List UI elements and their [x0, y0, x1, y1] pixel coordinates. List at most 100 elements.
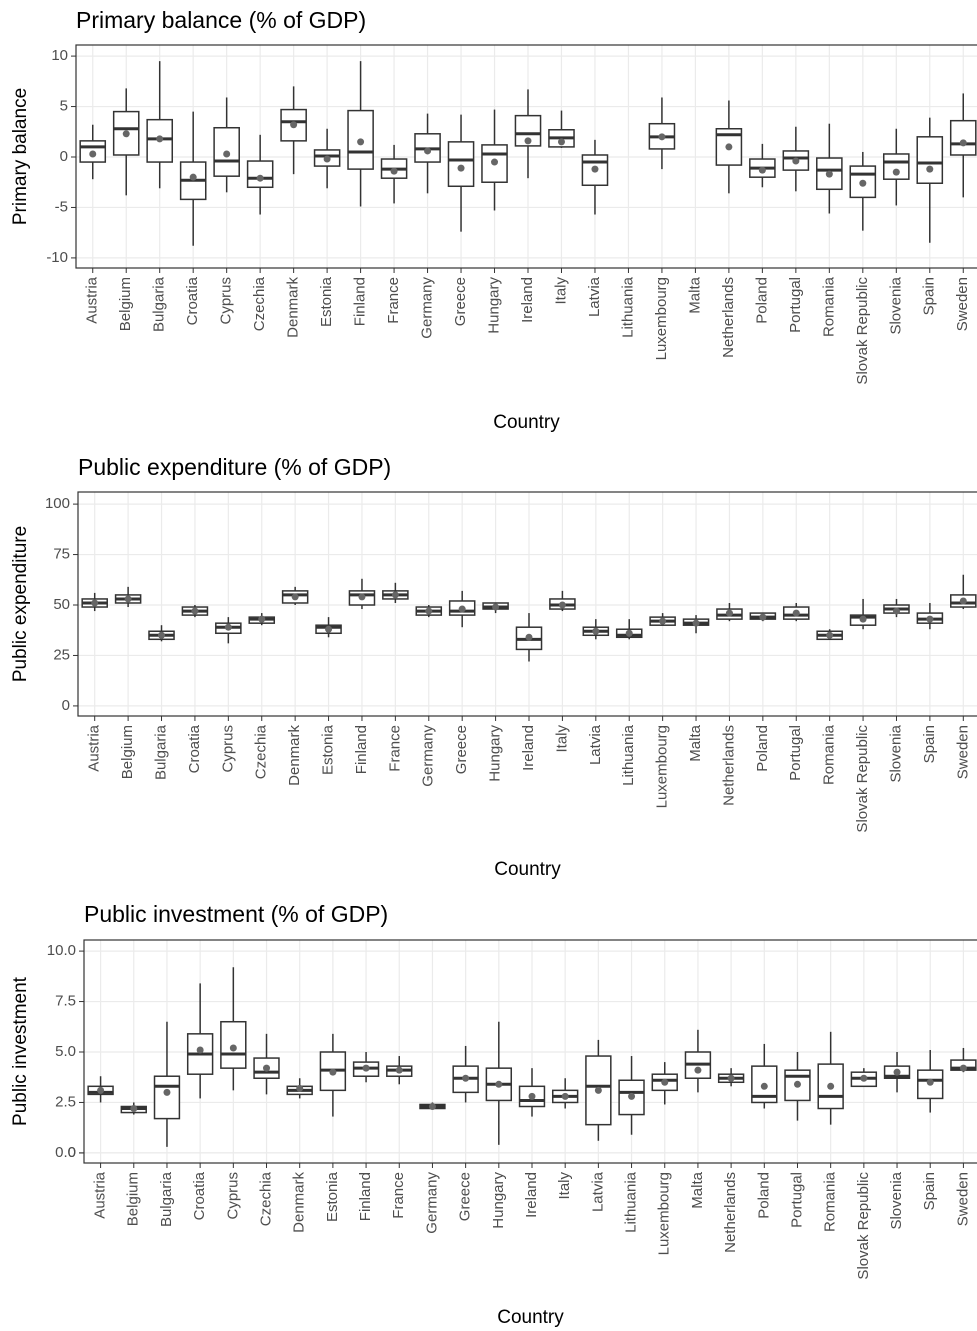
x-tick-label: Latvia [589, 1171, 606, 1212]
x-axis-title: Country [497, 1307, 564, 1328]
mean-point [694, 1066, 702, 1074]
x-tick-label: Estonia [320, 724, 337, 775]
y-tick-label: 5 [60, 98, 68, 115]
mean-point [793, 1080, 801, 1088]
box [153, 1075, 181, 1120]
mean-point [495, 1080, 503, 1088]
x-tick-label: Bulgaria [158, 1171, 175, 1227]
x-tick-label: Cyprus [218, 277, 235, 325]
mean-point [323, 155, 331, 163]
x-tick-label: Romania [821, 724, 838, 785]
y-axis-title: Public expenditure [10, 526, 31, 682]
x-tick-label: Hungary [485, 277, 502, 334]
mean-point [258, 615, 266, 623]
plot-border [83, 939, 977, 1164]
x-tick-label: Lithuania [620, 724, 637, 786]
x-tick-label: Italy [552, 277, 569, 305]
mean-point [122, 130, 130, 138]
mean-point [428, 1102, 436, 1110]
x-tick-label: Netherlands [720, 725, 737, 806]
x-tick-label: Estonia [324, 1171, 341, 1222]
mean-point [591, 165, 599, 173]
mean-point [492, 603, 500, 611]
mean-point [859, 615, 867, 623]
y-tick-label: 100 [45, 495, 70, 512]
mean-point [659, 617, 667, 625]
mean-point [458, 605, 466, 613]
x-tick-label: Netherlands [722, 1172, 739, 1253]
x-tick-label: Germany [420, 725, 437, 787]
y-tick-label: 0 [68, 1144, 76, 1161]
x-tick-label: Croatia [184, 276, 201, 325]
x-tick-label: Finland [352, 277, 369, 326]
mean-point [959, 1064, 967, 1072]
x-tick-label: Austria [92, 1171, 109, 1218]
mean-point [959, 139, 967, 147]
mean-point [491, 158, 499, 166]
mean-point [625, 629, 633, 637]
mean-point [859, 179, 867, 187]
x-tick-label: Ireland [520, 725, 537, 771]
x-tick-label: Czechia [251, 276, 268, 331]
box [246, 160, 274, 189]
x-tick-label: Slovenia [887, 724, 904, 782]
x-tick-label: Hungary [490, 1172, 507, 1229]
mean-point [658, 133, 666, 141]
mean-point [91, 599, 99, 607]
mean-point [358, 593, 366, 601]
mean-point [189, 173, 197, 181]
mean-point [725, 609, 733, 617]
box [949, 119, 977, 156]
x-tick-label: Austria [86, 724, 103, 771]
mean-point [825, 170, 833, 178]
mean-point [893, 1068, 901, 1076]
x-tick-label: Poland [753, 277, 770, 324]
x-tick-label: Denmark [286, 725, 303, 786]
mean-point [827, 1082, 835, 1090]
mean-point [424, 147, 432, 155]
x-tick-label: Finland [353, 725, 370, 774]
mean-point [926, 165, 934, 173]
mean-point [124, 595, 132, 603]
x-axis-title: Country [493, 412, 560, 433]
x-tick-label: Austria [84, 276, 101, 323]
mean-point [892, 607, 900, 615]
mean-point [158, 631, 166, 639]
mean-point [263, 1064, 271, 1072]
x-tick-label: Romania [820, 276, 837, 337]
x-tick-label: France [390, 1172, 407, 1219]
x-tick-label: Latvia [586, 276, 603, 317]
mean-point [561, 1092, 569, 1100]
x-tick-label: Lithuania [619, 276, 636, 338]
y-tick-label: -5 [55, 198, 68, 215]
x-tick-label: Romania [822, 1171, 839, 1232]
x-tick-label: Bulgaria [151, 276, 168, 332]
chart-title: Public expenditure (% of GDP) [78, 454, 391, 480]
y-tick-label: 7.5 [55, 993, 76, 1010]
x-tick-label: Sweden [954, 277, 971, 331]
x-tick-label: Spain [921, 1172, 938, 1210]
mean-point [130, 1105, 138, 1113]
x-tick-label: Belgium [119, 725, 136, 779]
x-tick-label: Czechia [257, 1171, 274, 1226]
x-tick-label: Netherlands [720, 277, 737, 358]
x-tick-label: Portugal [788, 1172, 805, 1228]
y-axis-title: Primary balance [10, 88, 31, 225]
plot-border [77, 491, 977, 717]
x-tick-label: Portugal [787, 277, 804, 333]
x-tick-label: Estonia [318, 276, 335, 327]
y-axis-title: Public investment [10, 976, 31, 1126]
chart-title: Primary balance (% of GDP) [76, 7, 366, 33]
x-tick-label: Italy [556, 1172, 573, 1200]
x-tick-label: Belgium [117, 277, 134, 331]
mean-point [558, 601, 566, 609]
x-tick-label: Slovak Republic [854, 725, 871, 833]
box [213, 126, 240, 177]
mean-point [156, 135, 164, 143]
x-tick-label: Czechia [253, 724, 270, 779]
y-tick-label: 25 [53, 646, 70, 663]
mean-point [191, 607, 199, 615]
mean-point [892, 168, 900, 176]
mean-point [528, 1092, 536, 1100]
